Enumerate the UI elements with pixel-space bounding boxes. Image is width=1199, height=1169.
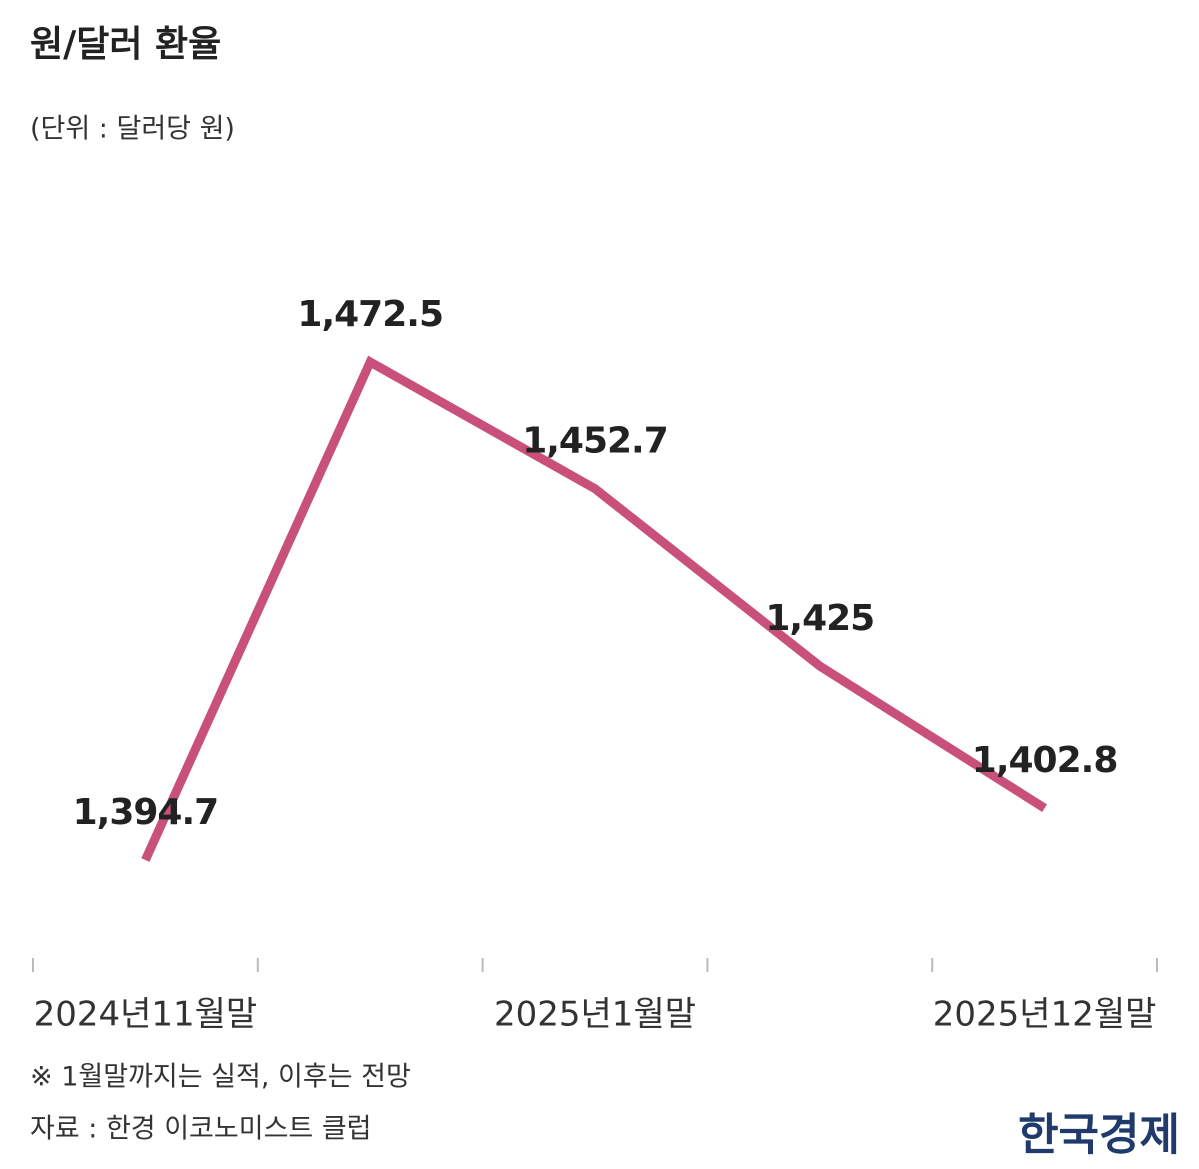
logo: 한국경제 [1018,1110,1180,1161]
x-tick-label: 2025년12월말 [933,995,1157,1035]
data-label: 1,452.7 [522,421,668,462]
data-label: 1,425 [765,598,874,639]
x-tick-label: 2024년11월말 [34,995,258,1035]
note: ※ 1월말까지는 실적, 이후는 전망 [30,1062,411,1093]
data-label: 1,402.8 [972,740,1118,781]
data-label: 1,394.7 [73,792,219,833]
source: 자료 : 한경 이코노미스트 클럽 [30,1114,372,1145]
line [141,355,1048,862]
x-tick-label: 2025년1월말 [494,995,696,1035]
chart-title: 원/달러 환율 [30,24,221,65]
data-label: 1,472.5 [297,294,443,335]
chart-subtitle: (단위 : 달러당 원) [30,114,235,145]
